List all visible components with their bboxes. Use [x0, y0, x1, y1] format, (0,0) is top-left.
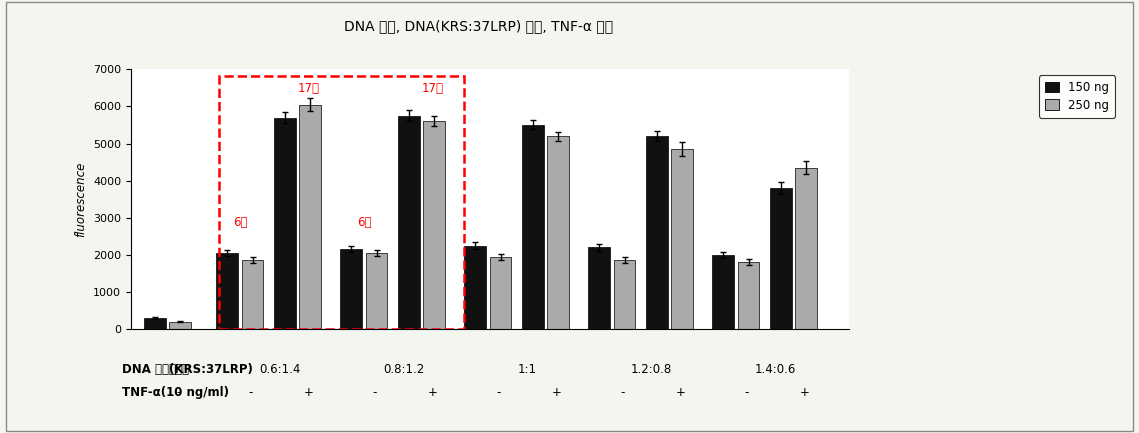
Text: +: +: [675, 386, 686, 399]
Bar: [712, 255, 735, 329]
Bar: [219, 76, 465, 330]
Text: 6배: 6배: [358, 216, 371, 229]
Bar: [614, 260, 636, 329]
Text: 17배: 17배: [297, 82, 319, 95]
Bar: [341, 249, 362, 329]
Text: +: +: [551, 386, 562, 399]
Bar: [465, 246, 486, 329]
Y-axis label: fluorescence: fluorescence: [74, 162, 88, 237]
Bar: [398, 116, 419, 329]
Text: 6배: 6배: [233, 216, 248, 229]
Text: -: -: [248, 386, 253, 399]
Text: 1:1: 1:1: [518, 363, 538, 376]
Text: 17배: 17배: [421, 82, 443, 95]
Bar: [522, 125, 543, 329]
Text: 무처리: 무처리: [169, 363, 189, 376]
Bar: [216, 253, 238, 329]
Text: -: -: [372, 386, 377, 399]
Bar: [366, 253, 387, 329]
Text: +: +: [800, 386, 810, 399]
Bar: [770, 188, 792, 329]
Bar: [795, 168, 817, 329]
Text: 0.8:1.2: 0.8:1.2: [383, 363, 424, 376]
Legend: 150 ng, 250 ng: 150 ng, 250 ng: [1039, 75, 1115, 118]
Text: -: -: [621, 386, 625, 399]
Text: 1.2:0.8: 1.2:0.8: [631, 363, 672, 376]
Bar: [646, 136, 667, 329]
Bar: [170, 322, 191, 329]
Text: 1.4:0.6: 1.4:0.6: [755, 363, 796, 376]
Bar: [273, 117, 296, 329]
Bar: [490, 257, 511, 329]
Text: -: -: [745, 386, 749, 399]
Bar: [671, 149, 693, 329]
Text: 0.6:1.4: 0.6:1.4: [259, 363, 301, 376]
Text: DNA 농도, DNA(KRS:37LRP) 비율, TNF-α 유무: DNA 농도, DNA(KRS:37LRP) 비율, TNF-α 유무: [344, 19, 613, 33]
Text: +: +: [427, 386, 437, 399]
Text: -: -: [177, 386, 181, 399]
Bar: [423, 121, 445, 329]
Bar: [547, 136, 570, 329]
Text: +: +: [303, 386, 313, 399]
Bar: [241, 260, 263, 329]
Text: TNF-α(10 ng/ml): TNF-α(10 ng/ml): [122, 386, 229, 399]
Bar: [588, 247, 611, 329]
Text: DNA 비율(KRS:37LRP): DNA 비율(KRS:37LRP): [122, 363, 253, 376]
Bar: [738, 262, 760, 329]
Bar: [144, 318, 166, 329]
Text: -: -: [497, 386, 501, 399]
Bar: [300, 104, 321, 329]
